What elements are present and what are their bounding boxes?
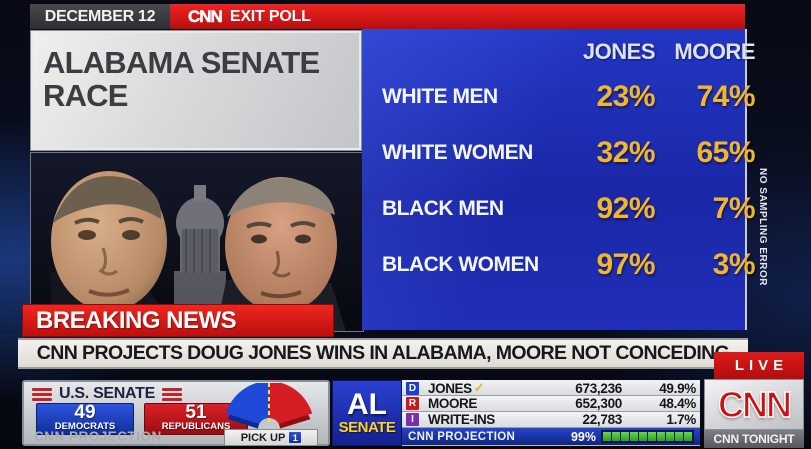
us-senate-header: U.S. SENATE [32, 385, 182, 403]
candidate-name: WRITE-INS [428, 412, 558, 427]
flag-stripes-icon [161, 387, 182, 401]
democrats-label: DEMOCRATS [54, 421, 116, 432]
state-race-box: AL SENATE [332, 380, 402, 446]
candidate-pct: 48.4% [659, 396, 696, 411]
table-row: BLACK WOMEN 97% 3% [362, 237, 756, 293]
exit-poll-panel: JONES MOORE WHITE MEN 23% 74% WHITE WOME… [362, 29, 756, 330]
table-row: WHITE WOMEN 32% 65% [362, 125, 756, 181]
projection-label: CNN PROJECTION [408, 430, 516, 443]
democrat-slice [225, 383, 269, 427]
show-title: CNN TONIGHT [713, 432, 795, 446]
senate-seats-pie-chart [225, 383, 313, 429]
race-title: ALABAMA SENATE RACE [43, 45, 320, 113]
pickup-badge: PICK UP 1 [224, 429, 318, 446]
breaking-news-banner: BREAKING NEWS [22, 304, 334, 337]
row-label: BLACK WOMEN [382, 253, 539, 276]
flag-stripes-icon [32, 387, 52, 401]
show-title-bar: CNN TONIGHT [704, 430, 804, 448]
exit-poll-label: EXIT POLL [229, 7, 311, 25]
candidate-name-text: JONES [428, 380, 472, 396]
us-senate-title: U.S. SENATE [59, 385, 155, 402]
race-title-panel: ALABAMA SENATE RACE [30, 30, 362, 151]
republicans-label: REPUBLICANS [161, 421, 231, 432]
results-panel: D JONES ✓ 673,236 49.9% R MOORE 652,300 … [402, 380, 700, 446]
exit-poll-bar: CNN EXIT POLL [170, 4, 745, 29]
sampling-note: NO SAMPLING ERROR [757, 168, 768, 286]
us-senate-panel: U.S. SENATE 49 DEMOCRATS 51 REPUBLICANS … [22, 380, 330, 446]
candidate-pct: 1.7% [666, 412, 696, 427]
pickup-count: 1 [289, 432, 302, 443]
cnn-logo-box: CNN [704, 379, 804, 430]
candidate-row: R MOORE 652,300 48.4% [402, 396, 700, 412]
breaking-news-label: BREAKING NEWS [36, 306, 237, 334]
table-row: BLACK MEN 92% 7% [362, 181, 756, 237]
moore-value: 3% [712, 248, 756, 281]
column-header-moore: MOORE [674, 39, 755, 64]
live-badge: LIVE [714, 352, 804, 379]
candidate-votes: 673,236 [575, 380, 622, 396]
column-header-jones: JONES [582, 39, 656, 64]
cnn-logo: CNN [717, 383, 793, 426]
candidate-name-text: WRITE-INS [428, 412, 495, 427]
exit-poll-table: JONES MOORE WHITE MEN 23% 74% WHITE WOME… [362, 35, 756, 293]
candidate-row: I WRITE-INS 22,783 1.7% [402, 412, 700, 428]
row-label: WHITE WOMEN [382, 141, 533, 164]
moore-value: 7% [712, 192, 756, 225]
candidate-pct: 49.9% [659, 380, 696, 396]
democrats-box: 49 DEMOCRATS [36, 403, 134, 435]
cnn-projection-watermark: CNN PROJECTION [34, 429, 162, 444]
party-letter-r: R [406, 397, 419, 410]
row-label: WHITE MEN [382, 85, 498, 108]
race-name: SENATE [338, 418, 396, 436]
reporting-percent: 99% [570, 429, 596, 444]
party-letter-i: I [406, 413, 419, 426]
candidate-votes: 652,300 [575, 396, 622, 411]
winner-check-icon: ✓ [473, 380, 485, 395]
candidate-name: JONES ✓ [428, 380, 558, 396]
headline-banner: CNN PROJECTS DOUG JONES WINS IN ALABAMA,… [18, 338, 748, 369]
candidate-name-text: MOORE [428, 396, 478, 411]
candidate-name: MOORE [428, 396, 558, 411]
candidate-row: D JONES ✓ 673,236 49.9% [402, 380, 700, 396]
jones-value: 97% [596, 248, 655, 281]
jones-value: 23% [596, 80, 655, 113]
headline-text: CNN PROJECTS DOUG JONES WINS IN ALABAMA,… [36, 342, 730, 364]
projection-strip: CNN PROJECTION 99% [402, 428, 700, 445]
row-label: BLACK MEN [382, 197, 504, 220]
moore-value: 65% [696, 136, 755, 169]
party-letter-d: D [406, 381, 419, 395]
date-label: DECEMBER 12 [44, 7, 156, 25]
democrats-count: 49 [74, 402, 96, 423]
table-row: WHITE MEN 23% 74% [362, 69, 756, 125]
republicans-count: 51 [185, 402, 207, 423]
republican-slice [269, 383, 313, 427]
state-abbrev: AL [347, 387, 387, 421]
jones-value: 32% [596, 136, 655, 169]
date-box: DECEMBER 12 [30, 4, 170, 29]
pickup-label: PICK UP [240, 431, 286, 444]
candidate-votes: 22,783 [582, 412, 623, 427]
moore-value: 74% [696, 80, 755, 113]
jones-value: 92% [596, 192, 655, 225]
cnn-logo-small: CNN [188, 6, 223, 26]
pie-notch [258, 418, 280, 429]
reporting-progress-bar [601, 430, 694, 443]
table-header-row: JONES MOORE [362, 35, 756, 69]
